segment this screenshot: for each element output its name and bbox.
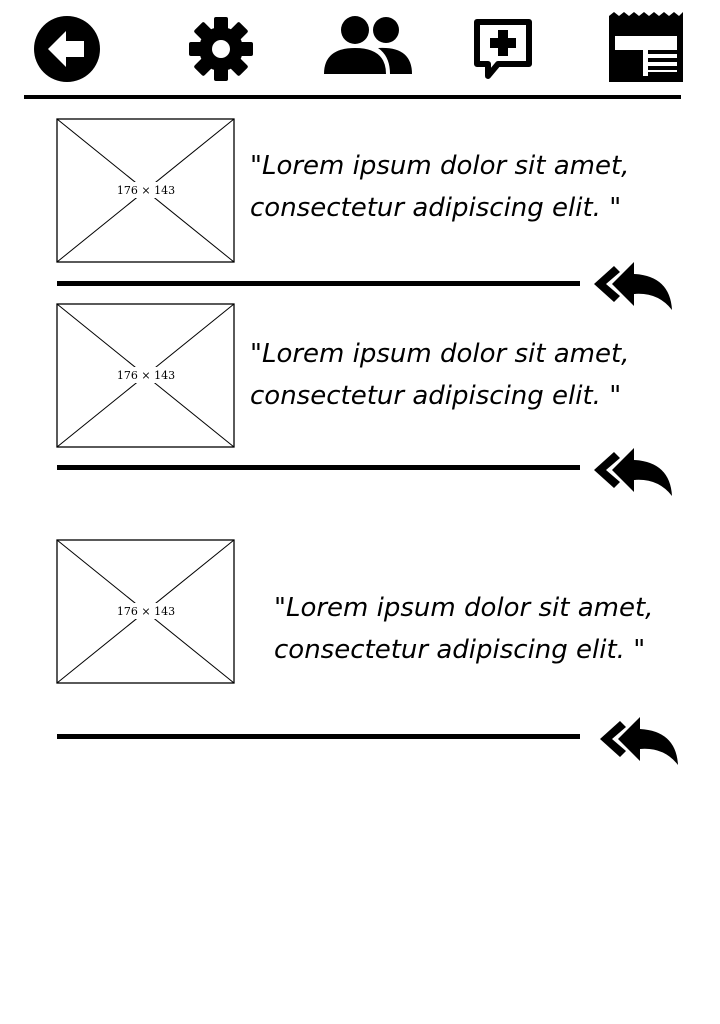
quote-line-2: consectetur adipiscing elit. " xyxy=(250,381,622,411)
reply-all-icon xyxy=(600,717,678,765)
quote-line-1: "Lorem ipsum dolor sit amet, xyxy=(274,593,654,623)
quote-line-1: "Lorem ipsum dolor sit amet, xyxy=(250,339,630,369)
back-icon[interactable] xyxy=(32,14,102,84)
image-size-label: 176 × 143 xyxy=(117,605,175,618)
image-size-label: 176 × 143 xyxy=(117,369,175,382)
reply-all-icon xyxy=(594,262,672,310)
post-quote: "Lorem ipsum dolor sit amet, consectetur… xyxy=(250,333,629,417)
image-placeholder[interactable]: 176 × 143 xyxy=(56,539,236,685)
post-quote: "Lorem ipsum dolor sit amet, consectetur… xyxy=(274,587,653,671)
quote-line-2: consectetur adipiscing elit. " xyxy=(250,193,622,223)
add-comment-icon[interactable] xyxy=(472,18,534,82)
newspaper-icon[interactable] xyxy=(606,12,686,86)
quote-line-2: consectetur adipiscing elit. " xyxy=(274,635,646,665)
users-icon[interactable] xyxy=(322,14,414,76)
post-separator xyxy=(57,281,580,286)
post-separator xyxy=(57,734,580,739)
quote-line-1: "Lorem ipsum dolor sit amet, xyxy=(250,151,630,181)
settings-icon[interactable] xyxy=(188,16,254,82)
reply-all-button[interactable] xyxy=(598,711,682,767)
image-size-label: 176 × 143 xyxy=(117,184,175,197)
toolbar-divider xyxy=(24,95,681,99)
reply-all-button[interactable] xyxy=(592,442,676,498)
top-toolbar xyxy=(0,0,720,100)
image-placeholder[interactable]: 176 × 143 xyxy=(56,303,236,449)
reply-all-icon xyxy=(594,448,672,496)
post-separator xyxy=(57,465,580,470)
reply-all-button[interactable] xyxy=(592,256,676,312)
image-placeholder[interactable]: 176 × 143 xyxy=(56,118,236,264)
post-quote: "Lorem ipsum dolor sit amet, consectetur… xyxy=(250,145,629,229)
